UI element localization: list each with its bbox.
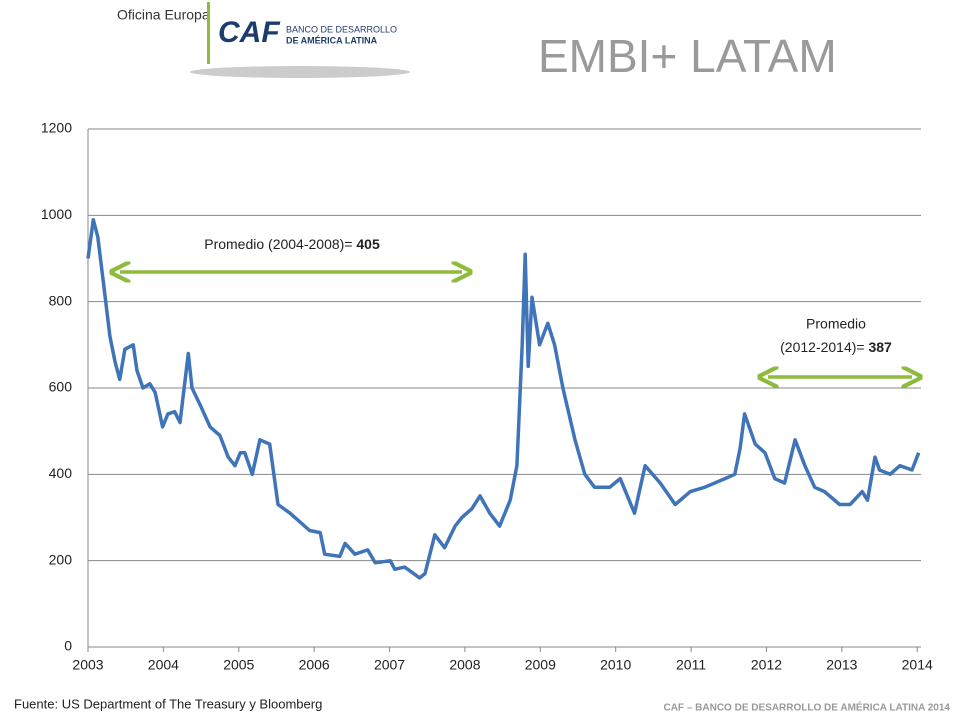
annotation: Promedio (2004-2008)= 405 <box>204 236 380 252</box>
x-tick-label: 2009 <box>525 657 556 673</box>
y-tick-label: 800 <box>49 292 73 308</box>
y-tick-label: 200 <box>49 551 73 567</box>
source: Fuente: US Department of The Treasury y … <box>14 696 322 711</box>
x-tick-label: 2008 <box>449 657 480 673</box>
x-tick-label: 2010 <box>600 657 631 673</box>
x-tick-label: 2011 <box>676 657 706 673</box>
logo-shadow <box>190 66 410 78</box>
annotation: (2012-2014)= 387 <box>780 339 892 355</box>
x-tick-label: 2006 <box>299 657 330 673</box>
x-tick-label: 2003 <box>72 657 103 673</box>
logo-text: DE AMÉRICA LATINA <box>286 35 378 45</box>
logo-text: BANCO DE DESARROLLO <box>286 24 397 34</box>
x-tick-label: 2007 <box>374 657 405 673</box>
x-tick-label: 2013 <box>826 657 857 673</box>
x-tick-label: 2012 <box>751 657 782 673</box>
plot: 0 200 400 600 800 1000 1200 2003 2004 2005 2006 200… <box>41 120 933 673</box>
logo-bar <box>207 2 210 64</box>
annotation-value: 387 <box>868 339 892 355</box>
y-tick-label: 1200 <box>41 120 72 136</box>
logo-mark: CAF <box>218 16 280 49</box>
x-tick-label: 2004 <box>148 657 179 673</box>
y-tick-label: 600 <box>49 379 73 395</box>
footer: CAF – BANCO DE DESARROLLO DE AMÉRICA LAT… <box>663 701 950 714</box>
x-tick-label: 2014 <box>902 657 933 673</box>
annotation-value: 405 <box>356 236 380 252</box>
chart-title: EMBI+ LATAM <box>538 30 837 82</box>
x-tick-label: 2005 <box>223 657 254 673</box>
y-tick-label: 400 <box>49 465 73 481</box>
y-tick-label: 0 <box>64 638 72 654</box>
office-label: Oficina Europa <box>117 7 210 23</box>
annotation: Promedio <box>806 316 866 332</box>
series-line <box>86 217 921 580</box>
annotation-text: (2012-2014)= <box>780 339 868 355</box>
annotation-text: Promedio (2004-2008)= <box>204 236 356 252</box>
y-tick-label: 1000 <box>41 206 72 222</box>
